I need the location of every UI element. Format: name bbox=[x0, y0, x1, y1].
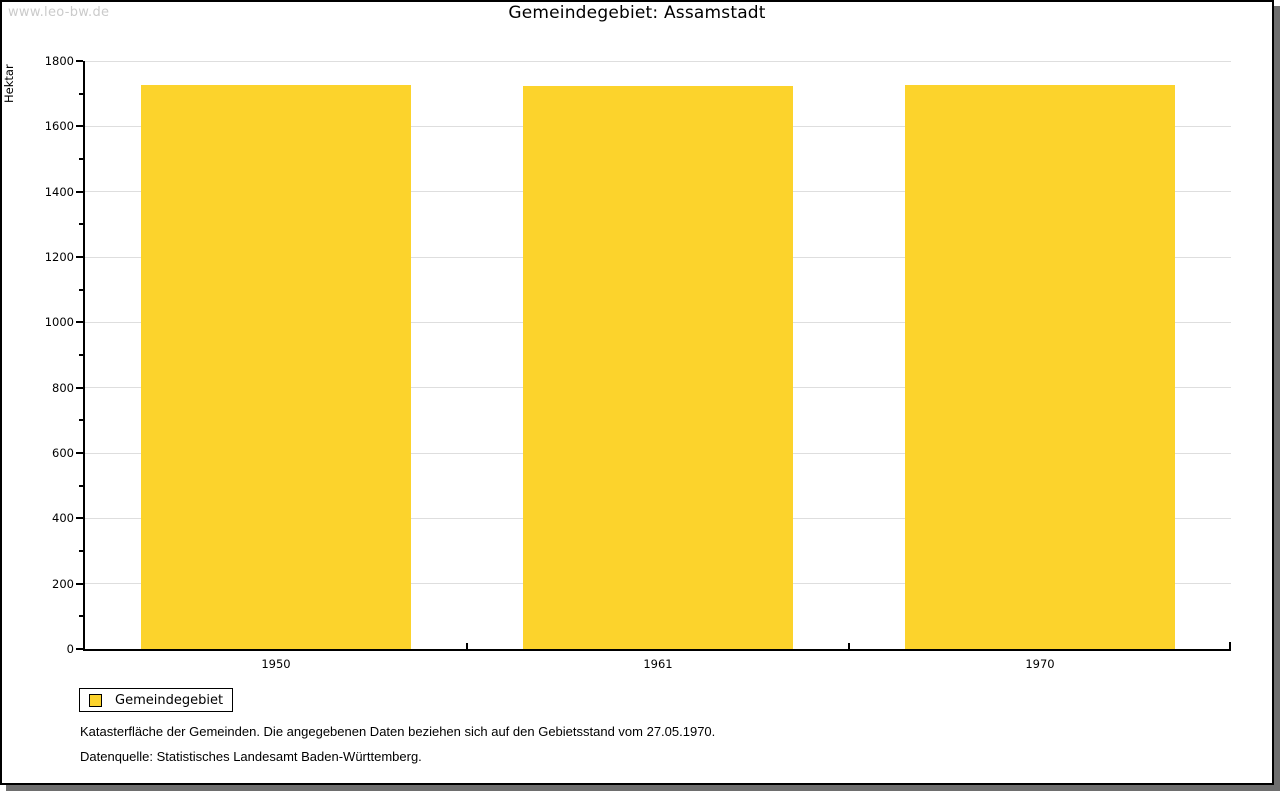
bar-1961 bbox=[523, 86, 793, 649]
y-tick-0 bbox=[76, 648, 83, 650]
y-tick-1600 bbox=[76, 125, 83, 128]
footnote-datasource: Datenquelle: Statistisches Landesamt Bad… bbox=[80, 749, 422, 764]
y-minor-tick-1300 bbox=[79, 223, 83, 226]
y-minor-tick-700 bbox=[79, 419, 83, 422]
x-group-separator-1 bbox=[466, 643, 468, 649]
chart-title: Gemeindegebiet: Assamstadt bbox=[508, 3, 766, 23]
bar-1970 bbox=[905, 85, 1175, 649]
y-tick-1200 bbox=[76, 256, 83, 258]
y-tick-800 bbox=[76, 386, 83, 389]
y-tick-1400 bbox=[76, 190, 83, 193]
y-minor-tick-300 bbox=[79, 550, 83, 552]
legend-label: Gemeindegebiet bbox=[115, 692, 224, 708]
y-tick-label-1200: 1200 bbox=[44, 250, 74, 264]
y-tick-label-400: 400 bbox=[52, 511, 74, 526]
y-minor-tick-100 bbox=[79, 615, 83, 618]
y-tick-1000 bbox=[76, 321, 83, 324]
legend-box: Gemeindegebiet bbox=[79, 688, 233, 712]
y-axis-title: Hektar bbox=[2, 64, 16, 104]
y-tick-label-800: 800 bbox=[52, 380, 74, 395]
plot-area: 0 200 400 600 800 1000 1200 1400 1600 1800 1950 196… bbox=[45, 54, 1231, 671]
y-tick-200 bbox=[76, 582, 83, 585]
gridline-1800 bbox=[85, 60, 1231, 62]
y-tick-400 bbox=[76, 517, 83, 520]
x-tick-label-1950: 1950 bbox=[261, 657, 291, 671]
y-tick-label-200: 200 bbox=[52, 576, 74, 591]
y-tick-label-600: 600 bbox=[52, 446, 74, 460]
y-tick-1800 bbox=[76, 60, 83, 62]
x-axis-end-tick bbox=[1229, 642, 1231, 649]
y-tick-label-1400: 1400 bbox=[44, 184, 74, 199]
y-minor-tick-1500 bbox=[79, 158, 83, 160]
y-minor-tick-1100 bbox=[79, 288, 83, 291]
y-minor-tick-1700 bbox=[79, 92, 83, 95]
watermark: www.leo-bw.de bbox=[8, 5, 110, 20]
y-tick-label-1000: 1000 bbox=[44, 315, 74, 330]
y-minor-tick-500 bbox=[79, 484, 83, 487]
y-tick-600 bbox=[76, 452, 83, 454]
y-tick-label-1600: 1600 bbox=[44, 119, 74, 134]
y-minor-tick-900 bbox=[79, 354, 83, 356]
legend-color-swatch bbox=[89, 693, 102, 707]
x-group-separator-2 bbox=[848, 643, 850, 649]
x-tick-label-1961: 1961 bbox=[643, 657, 673, 671]
footnote-description: Katasterfläche der Gemeinden. Die angege… bbox=[80, 724, 716, 739]
bar-1950 bbox=[141, 85, 411, 649]
y-tick-label-1800: 1800 bbox=[44, 54, 74, 68]
x-tick-label-1970: 1970 bbox=[1025, 657, 1055, 671]
y-tick-label-0: 0 bbox=[66, 642, 74, 656]
